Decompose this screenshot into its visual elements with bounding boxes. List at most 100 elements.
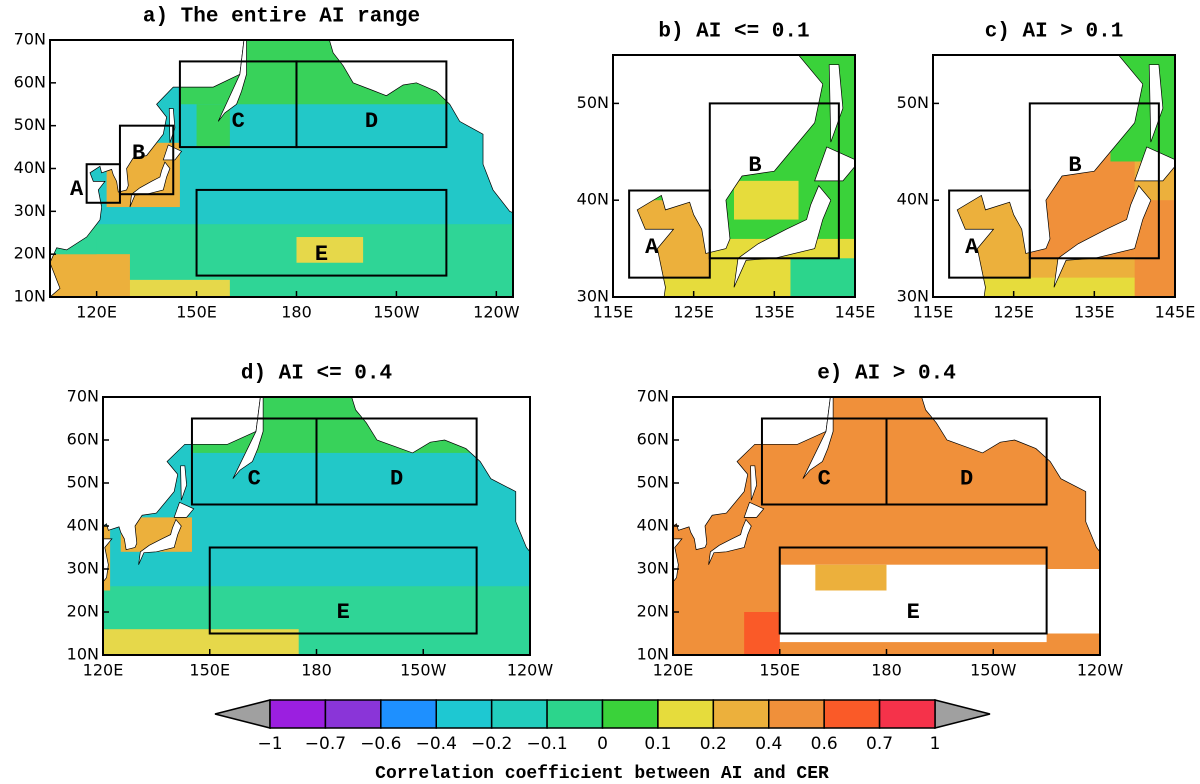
land xyxy=(750,465,757,501)
y-tick-label: 60N xyxy=(637,430,669,449)
colorbar-title: Correlation coefficient between AI and C… xyxy=(375,764,829,784)
y-tick-label: 40N xyxy=(637,516,669,535)
x-tick-label: 150W xyxy=(970,661,1017,680)
land xyxy=(708,518,752,565)
region-label: E xyxy=(315,242,328,267)
field-patch xyxy=(50,254,130,297)
land xyxy=(173,501,195,518)
colorbar-bin xyxy=(435,699,493,729)
colorbar-bin xyxy=(380,699,438,729)
x-tick-label: 115E xyxy=(593,303,634,322)
colorbar-bin xyxy=(823,699,881,729)
y-tick-label: 30N xyxy=(67,559,99,578)
y-tick-label: 30N xyxy=(14,201,46,220)
region-label: C xyxy=(818,467,831,492)
y-tick-label: 30N xyxy=(897,287,929,306)
field-patch xyxy=(790,258,855,297)
region-label: A xyxy=(645,235,659,260)
colorbar-label: 0.1 xyxy=(644,734,671,754)
y-tick-label: 70N xyxy=(14,30,46,49)
colorbar-label: 0.4 xyxy=(755,734,782,754)
region-box xyxy=(118,124,175,196)
region-box xyxy=(708,102,840,260)
y-tick-label: 30N xyxy=(577,287,609,306)
map-panel xyxy=(673,397,1100,655)
y-tick-label: 40N xyxy=(14,158,46,177)
region-box xyxy=(1028,102,1160,260)
y-tick-label: 50N xyxy=(637,473,669,492)
y-tick-label: 60N xyxy=(67,430,99,449)
x-tick-label: 150E xyxy=(176,303,217,322)
colorbar-bin xyxy=(269,699,327,729)
region-box xyxy=(778,546,1048,635)
colorbar-bin xyxy=(768,699,825,729)
region-label: A xyxy=(965,235,979,260)
y-tick-label: 70N xyxy=(67,387,99,406)
region-box xyxy=(295,60,448,149)
y-tick-label: 70N xyxy=(637,387,669,406)
map-panel xyxy=(613,55,855,297)
land xyxy=(802,397,834,479)
land xyxy=(743,501,765,518)
panel-frame xyxy=(932,54,1176,298)
land xyxy=(673,397,831,583)
land xyxy=(351,397,530,553)
region-label: D xyxy=(390,467,403,492)
y-tick-label: 10N xyxy=(14,287,46,306)
region-label: A xyxy=(70,177,84,202)
colorbar-bin xyxy=(601,699,659,729)
region-label: E xyxy=(907,600,920,625)
x-tick-label: 135E xyxy=(754,303,795,322)
y-tick-label: 50N xyxy=(14,115,46,134)
x-tick-label: 145E xyxy=(835,303,876,322)
field-patch xyxy=(815,564,887,591)
y-tick-label: 20N xyxy=(637,602,669,621)
region-label: B xyxy=(132,141,145,166)
panel-title: a) The entire AI range xyxy=(143,6,420,29)
y-tick-label: 10N xyxy=(67,645,99,664)
x-tick-label: 115E xyxy=(913,303,954,322)
colorbar-bin xyxy=(490,699,548,729)
colorbar-over xyxy=(934,699,991,729)
y-tick-label: 30N xyxy=(637,559,669,578)
land xyxy=(814,146,855,182)
x-tick-label: 120W xyxy=(507,661,554,680)
colorbar-under xyxy=(214,699,271,729)
region-box xyxy=(885,417,1048,506)
x-tick-label: 120E xyxy=(83,661,124,680)
colorbar-label: −0.6 xyxy=(360,734,401,754)
land xyxy=(921,397,1100,553)
x-tick-label: 145E xyxy=(1155,303,1196,322)
colorbar-bin xyxy=(657,699,715,729)
region-label: D xyxy=(960,467,973,492)
colorbar-label: −0.1 xyxy=(526,734,567,754)
region-label: B xyxy=(1068,153,1081,178)
colorbar-bin xyxy=(324,699,382,729)
panel-frame xyxy=(612,54,856,298)
region-box xyxy=(315,417,478,506)
colorbar-bin xyxy=(712,699,770,729)
y-tick-label: 50N xyxy=(897,93,929,112)
y-tick-label: 60N xyxy=(14,72,46,91)
y-tick-label: 40N xyxy=(577,190,609,209)
region-label: C xyxy=(248,467,261,492)
y-tick-label: 20N xyxy=(67,602,99,621)
panel-title: d) AI <= 0.4 xyxy=(241,363,392,386)
region-label: D xyxy=(365,109,378,134)
colorbar-label: −1 xyxy=(257,734,282,754)
region-label: E xyxy=(337,600,350,625)
x-tick-label: 120W xyxy=(473,303,520,322)
colorbar-label: 0.7 xyxy=(866,734,893,754)
region-box xyxy=(195,188,448,277)
y-tick-label: 50N xyxy=(577,93,609,112)
x-tick-label: 180 xyxy=(301,661,332,680)
y-tick-label: 40N xyxy=(67,516,99,535)
land xyxy=(103,397,261,583)
x-tick-label: 150W xyxy=(373,303,420,322)
colorbar-label: −0.4 xyxy=(416,734,457,754)
y-tick-label: 20N xyxy=(14,244,46,263)
colorbar-label: −0.2 xyxy=(471,734,512,754)
map-panel xyxy=(50,40,513,297)
colorbar-label: 0.6 xyxy=(811,734,838,754)
x-tick-label: 150E xyxy=(189,661,230,680)
